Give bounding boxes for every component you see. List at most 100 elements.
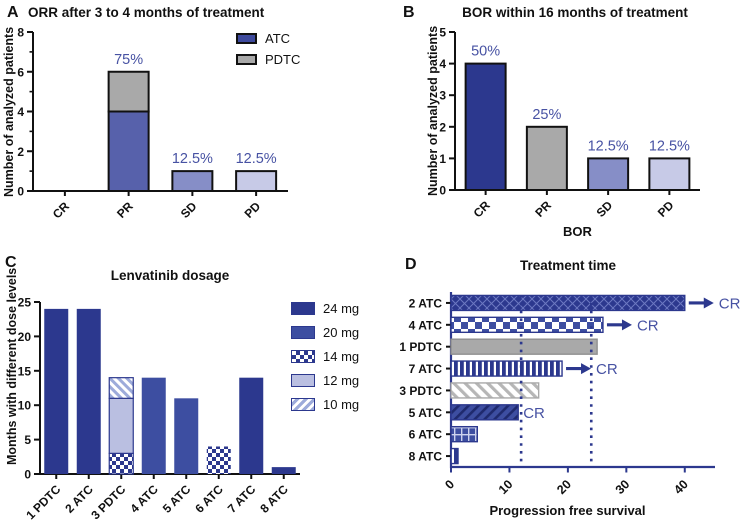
- panel-bor: B BOR within 16 months of treatment Numb…: [370, 0, 740, 245]
- svg-text:5: 5: [24, 433, 31, 447]
- svg-text:20: 20: [18, 330, 32, 344]
- dose-12mg-swatch: [291, 374, 315, 387]
- orr-bar-chart: 0 2 4 6 8 CR PR SD PD 75% 12.5% 12.5%: [17, 26, 288, 221]
- category-label: PD: [655, 198, 677, 220]
- patient-label: 8 ATC: [409, 450, 443, 464]
- bar-segment-PR-PR: [525, 125, 568, 192]
- svg-text:2: 2: [17, 145, 24, 159]
- panel-orr: A ORR after 3 to 4 months of treatment N…: [0, 0, 370, 245]
- bar-segment-1 PDTC-24 mg: [44, 308, 69, 474]
- cr-label: CR: [719, 295, 740, 312]
- legend-label-12mg: 12 mg: [323, 373, 360, 388]
- bar-segment-8 ATC-24 mg: [271, 467, 296, 474]
- bars: [44, 308, 296, 475]
- legend-label-10mg: 10 mg: [323, 397, 360, 412]
- category-label: 8 ATC: [257, 482, 291, 516]
- axes: 0 2 4 6 8 CR PR SD PD: [17, 26, 288, 221]
- panel-title: Treatment time: [519, 258, 617, 273]
- category-label: 4 ATC: [127, 482, 161, 516]
- bar-3 PDTC: [450, 382, 540, 399]
- percent-label: 75%: [114, 52, 143, 68]
- svg-text:25: 25: [18, 296, 32, 310]
- atc-color-swatch: [236, 33, 257, 44]
- bar-segment-PR-ATC: [107, 110, 150, 192]
- percent-label: 12.5%: [172, 151, 213, 167]
- legend-item-pdtc: PDTC: [236, 52, 300, 67]
- svg-text:3: 3: [439, 89, 446, 103]
- category-label: 6 ATC: [192, 482, 226, 516]
- bar-segment-PD-PD: [648, 157, 691, 191]
- panel-treatment-time: D Treatment time Progression free surviv…: [370, 245, 740, 529]
- x-tick-label: 30: [613, 477, 633, 497]
- dose-20mg-swatch: [291, 326, 315, 339]
- legend-item-24mg: 24 mg: [291, 301, 359, 316]
- bar-segment-CR-CR: [464, 62, 507, 191]
- dose-24mg-swatch: [291, 302, 315, 315]
- legend-label-24mg: 24 mg: [323, 301, 360, 316]
- svg-text:0: 0: [24, 468, 31, 482]
- bar-5 ATC: [450, 404, 519, 421]
- category-label: 5 ATC: [160, 482, 194, 516]
- patient-label: 1 PDTC: [399, 340, 442, 354]
- bar-1 PDTC: [450, 338, 598, 355]
- svg-text:15: 15: [18, 364, 32, 378]
- patient-label: 3 PDTC: [399, 384, 442, 398]
- legend-label-pdtc: PDTC: [265, 52, 301, 67]
- cr-label: CR: [596, 361, 618, 378]
- svg-text:4: 4: [439, 57, 446, 71]
- svg-text:1: 1: [439, 152, 446, 166]
- legend-item-14mg: 14 mg: [291, 349, 359, 364]
- bar-segment-PD-PD: [235, 170, 278, 192]
- category-label: 3 PDTC: [88, 482, 128, 522]
- dose-14mg-swatch: [291, 350, 315, 363]
- svg-text:10: 10: [18, 399, 32, 413]
- panel-title: Lenvatinib dosage: [110, 268, 230, 283]
- svg-text:8: 8: [17, 26, 24, 40]
- legend-item-10mg: 10 mg: [291, 397, 359, 412]
- percent-label: 12.5%: [588, 138, 629, 154]
- panel-title: BOR within 16 months of treatment: [462, 5, 688, 20]
- ongoing-arrow: [703, 297, 714, 309]
- percent-label: 50%: [471, 44, 500, 60]
- patient-label: 4 ATC: [409, 318, 443, 332]
- pdtc-color-swatch: [236, 54, 257, 65]
- bor-bar-chart: 0 1 2 3 4 5 CR PR SD PD 50% 25% 12.5% 12.5%: [439, 26, 700, 220]
- svg-text:6: 6: [17, 65, 24, 79]
- patient-label: 7 ATC: [409, 362, 443, 376]
- bar-8 ATC: [450, 447, 459, 465]
- percent-label: 25%: [532, 107, 561, 123]
- legend-item-atc: ATC: [236, 31, 300, 46]
- svg-text:5: 5: [439, 26, 446, 40]
- bar-segment-2 ATC-24 mg: [76, 308, 101, 474]
- legend-label-atc: ATC: [265, 31, 291, 46]
- treatment-time-hbar-chart: 0 10 20 30 40 2 ATC 4 ATC 1 PDTC 7 ATC 3 PDTC 5 AT…: [399, 292, 740, 497]
- bars: CR CR CR CR: [450, 294, 740, 465]
- category-label: SD: [178, 199, 200, 221]
- bar-segment-7 ATC-24 mg: [239, 377, 264, 474]
- legend-atc-pdtc: ATC PDTC: [236, 31, 300, 67]
- bar-segment-SD-SD: [171, 170, 214, 192]
- x-tick-label: 40: [671, 477, 691, 497]
- patient-label: 6 ATC: [409, 428, 443, 442]
- bar-segment-PR-PDTC: [107, 70, 150, 113]
- x-tick-label: 20: [554, 477, 574, 497]
- bar-4 ATC: [450, 316, 604, 334]
- bar-segment-3 PDTC-10 mg: [108, 377, 134, 399]
- percent-label: 12.5%: [236, 151, 277, 167]
- x-tick-label: 0: [442, 477, 457, 492]
- patient-label: 2 ATC: [409, 296, 443, 310]
- svg-text:4: 4: [17, 105, 24, 119]
- panel-title: ORR after 3 to 4 months of treatment: [28, 5, 265, 20]
- bar-7 ATC: [450, 360, 563, 377]
- bars: 75% 12.5% 12.5%: [107, 52, 278, 192]
- category-label: SD: [594, 198, 616, 220]
- category-label: CR: [471, 198, 493, 220]
- bar-6 ATC: [450, 425, 478, 443]
- panel-dosage: C Lenvatinib dosage Months with differen…: [0, 245, 370, 529]
- legend-label-20mg: 20 mg: [323, 325, 360, 340]
- legend-dose-levels: 24 mg 20 mg 14 mg 12 mg 10 mg: [291, 301, 359, 412]
- svg-text:0: 0: [439, 184, 446, 198]
- patient-label: 5 ATC: [409, 406, 443, 420]
